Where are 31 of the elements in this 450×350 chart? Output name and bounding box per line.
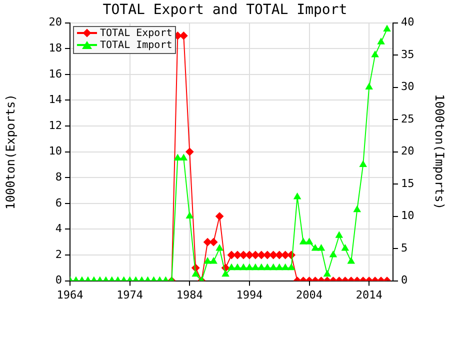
y-tick-label: 12: [48, 118, 62, 132]
x-tick-label: 1964: [56, 288, 84, 302]
legend-label: TOTAL Import: [100, 40, 172, 51]
x-tick-label: 2014: [356, 288, 383, 302]
y2-axis-title: 1000ton(Imports): [432, 94, 447, 210]
y-tick-label: 8: [55, 170, 62, 184]
y2-tick-label: 15: [401, 176, 414, 190]
y2-tick-label: 20: [401, 144, 414, 158]
chart-title: TOTAL Export and TOTAL Import: [102, 2, 348, 18]
y-tick-label: 10: [48, 144, 62, 158]
x-tick-label: 1974: [116, 288, 144, 302]
y2-tick-label: 40: [401, 16, 414, 29]
y2-tick-label: 0: [401, 274, 408, 287]
x-tick-label: 1994: [236, 288, 264, 302]
y2-tick-label: 5: [401, 241, 408, 254]
legend-label: TOTAL Export: [100, 28, 172, 39]
x-tick-label: 2004: [296, 288, 323, 302]
y2-tick-label: 30: [401, 80, 414, 94]
y-tick-label: 14: [48, 93, 62, 106]
y-tick-label: 6: [55, 196, 62, 210]
y-axis-title: 1000ton(Exports): [3, 94, 18, 210]
y2-tick-label: 35: [401, 48, 414, 61]
y-tick-label: 4: [55, 222, 62, 236]
y-tick-label: 0: [55, 274, 62, 287]
x-tick-label: 1984: [176, 288, 204, 302]
y-tick-label: 18: [48, 41, 62, 54]
y-tick-label: 20: [48, 16, 62, 29]
y-tick-label: 16: [48, 67, 62, 80]
y-tick-label: 2: [55, 248, 62, 261]
y2-tick-label: 25: [401, 112, 414, 126]
y2-tick-label: 10: [401, 209, 414, 222]
